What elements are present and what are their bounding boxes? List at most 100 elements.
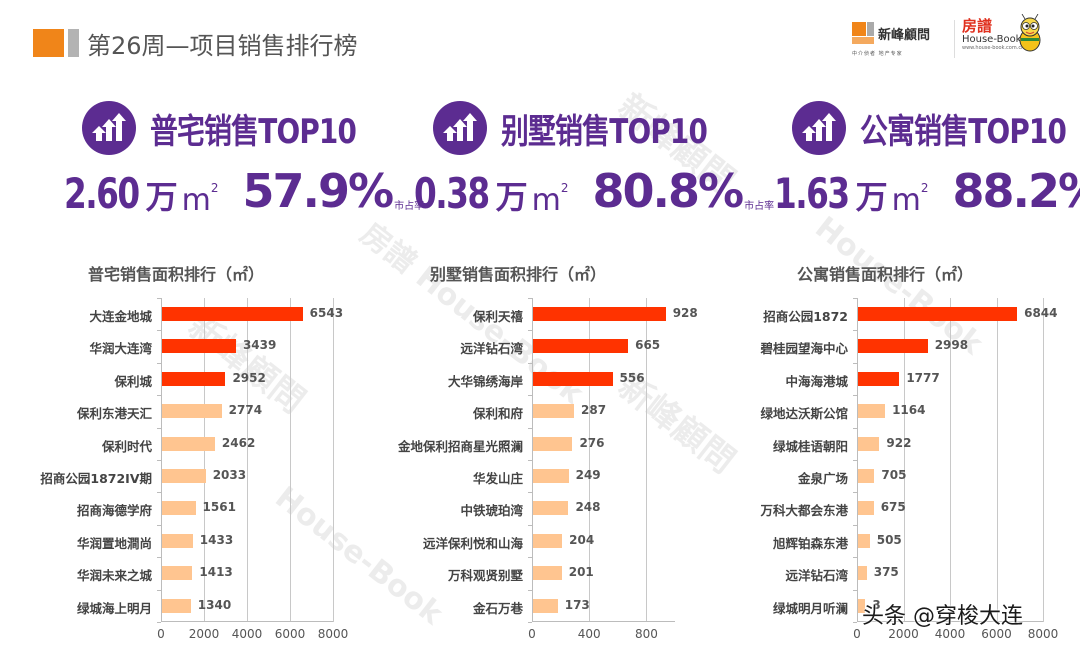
bar	[533, 566, 562, 581]
x-tick-label: 4000	[934, 627, 966, 641]
total-area-value: 1.63	[774, 169, 850, 218]
panel-residential-stats: 2.60 万 m2 57.9% 市占率	[64, 164, 424, 218]
gridline	[589, 298, 591, 622]
area-unit: 万	[145, 178, 178, 216]
category-label: 华发山庄	[472, 471, 523, 486]
bar-value-label: 173	[564, 597, 590, 612]
bee-mascot-icon	[1019, 14, 1041, 52]
y-tick	[853, 395, 857, 397]
gridline	[996, 298, 998, 622]
bar	[858, 339, 928, 354]
x-tick-label: 6000	[274, 627, 306, 641]
bar-value-label: 928	[672, 306, 698, 320]
x-axis	[161, 621, 333, 622]
rising-bars-arrow-icon	[82, 101, 136, 155]
bar-value-label: 248	[575, 500, 601, 515]
y-tick	[157, 492, 161, 494]
category-label: 绿城海上明月	[76, 600, 152, 616]
category-label: 保利天禧	[472, 309, 523, 324]
bar-chart-villa: 保利天禧 928 远洋钻石湾 665 大华锦绣海岸 556 保利和府 287 金地保利招商星光照…	[0, 298, 720, 641]
bar-value-label: 3439	[242, 338, 277, 353]
rising-bars-arrow-icon	[433, 101, 487, 155]
category-label: 保利东港天汇	[76, 406, 152, 422]
title-accent-orange	[33, 29, 64, 57]
bar	[533, 339, 629, 354]
y-tick	[157, 589, 161, 591]
category-label: 中铁琥珀湾	[460, 503, 523, 519]
y-axis	[532, 298, 533, 622]
category-label: 万科观贤别墅	[447, 568, 523, 584]
x-tick-label: 2000	[188, 627, 220, 641]
x-tick-label: 6000	[981, 627, 1012, 641]
y-tick	[853, 298, 857, 299]
bar	[858, 436, 880, 451]
panel-apartment-header: 公寓销售TOP10	[792, 98, 1080, 158]
category-label: 万科大都会东港	[760, 503, 848, 519]
gridline	[950, 298, 951, 622]
area-unit: 万	[855, 178, 888, 216]
x-axis	[532, 621, 675, 622]
category-label: 旭辉铂森东港	[772, 535, 848, 551]
category-label: 保利时代	[101, 438, 152, 454]
y-tick	[528, 589, 532, 591]
bar-value-label: 2998	[934, 338, 969, 353]
panel-villa-header: 别墅销售TOP10	[433, 98, 752, 158]
bar-value-label: 556	[619, 370, 645, 385]
y-tick	[157, 362, 161, 364]
bar	[858, 598, 866, 613]
bar	[162, 533, 193, 548]
bar	[858, 469, 875, 483]
x-tick-label: 8000	[317, 627, 349, 641]
bar-value-label: 505	[876, 532, 902, 547]
xinfeng-mark-icon	[852, 22, 874, 44]
rising-bars-arrow-icon	[792, 101, 846, 155]
header: 第26周—项目销售排行榜	[33, 28, 358, 60]
x-axis	[857, 621, 1043, 622]
category-label: 金石万巷	[472, 600, 523, 616]
chart-title-villa: 别墅销售面积排行（㎡）	[430, 265, 607, 284]
y-tick	[853, 492, 857, 494]
bar-value-label: 287	[581, 403, 607, 418]
bar	[162, 566, 193, 581]
panel-residential-header: 普宅销售TOP10	[82, 98, 401, 158]
bar-value-label: 3	[872, 597, 881, 612]
bar-value-label: 1777	[906, 370, 940, 385]
y-tick	[157, 622, 161, 623]
bar-value-label: 665	[635, 338, 661, 353]
bar-value-label: 1340	[197, 597, 232, 612]
y-tick	[528, 427, 532, 429]
logos: 新峰顧問 中介侦者 地产专家 房譜 House-Book www.house-b…	[852, 14, 1052, 64]
area-unit-m2: m2	[531, 181, 569, 218]
bar	[533, 533, 563, 548]
y-tick	[528, 524, 532, 526]
housebook-logo-cn: 房譜	[962, 17, 993, 35]
bar	[162, 371, 226, 386]
title-accent-gray	[68, 29, 79, 57]
y-tick	[528, 330, 532, 332]
market-share-value: 88.2%	[952, 164, 1080, 218]
bar	[162, 598, 191, 613]
bar	[162, 436, 215, 451]
bar	[533, 404, 575, 419]
chart-title-apartment: 公寓销售面积排行（㎡）	[797, 265, 974, 284]
y-axis	[161, 298, 162, 622]
panel-villa-stats: 0.38 万 m2 80.8% 市占率	[414, 164, 774, 218]
x-tick-label: 8000	[1027, 627, 1059, 641]
housebook-url: www.house-book.com.cn	[962, 45, 1025, 51]
x-tick-label: 0	[528, 627, 536, 641]
bar-value-label: 6543	[309, 306, 344, 320]
xinfeng-logo: 新峰顧問	[852, 22, 930, 44]
bar-value-label: 6844	[1024, 306, 1058, 320]
y-tick	[157, 557, 161, 559]
y-tick	[157, 427, 161, 429]
bar-value-label: 2462	[221, 435, 256, 450]
gridline	[1043, 298, 1044, 622]
category-label: 华润置地澗尚	[76, 535, 152, 551]
category-label: 招商公园1872	[763, 309, 848, 324]
y-tick	[853, 622, 857, 623]
category-label: 大连金地城	[89, 309, 152, 324]
bar	[858, 307, 1018, 321]
bar-value-label: 1433	[199, 532, 234, 547]
x-tick-label: 800	[634, 627, 658, 641]
bar	[533, 371, 613, 386]
